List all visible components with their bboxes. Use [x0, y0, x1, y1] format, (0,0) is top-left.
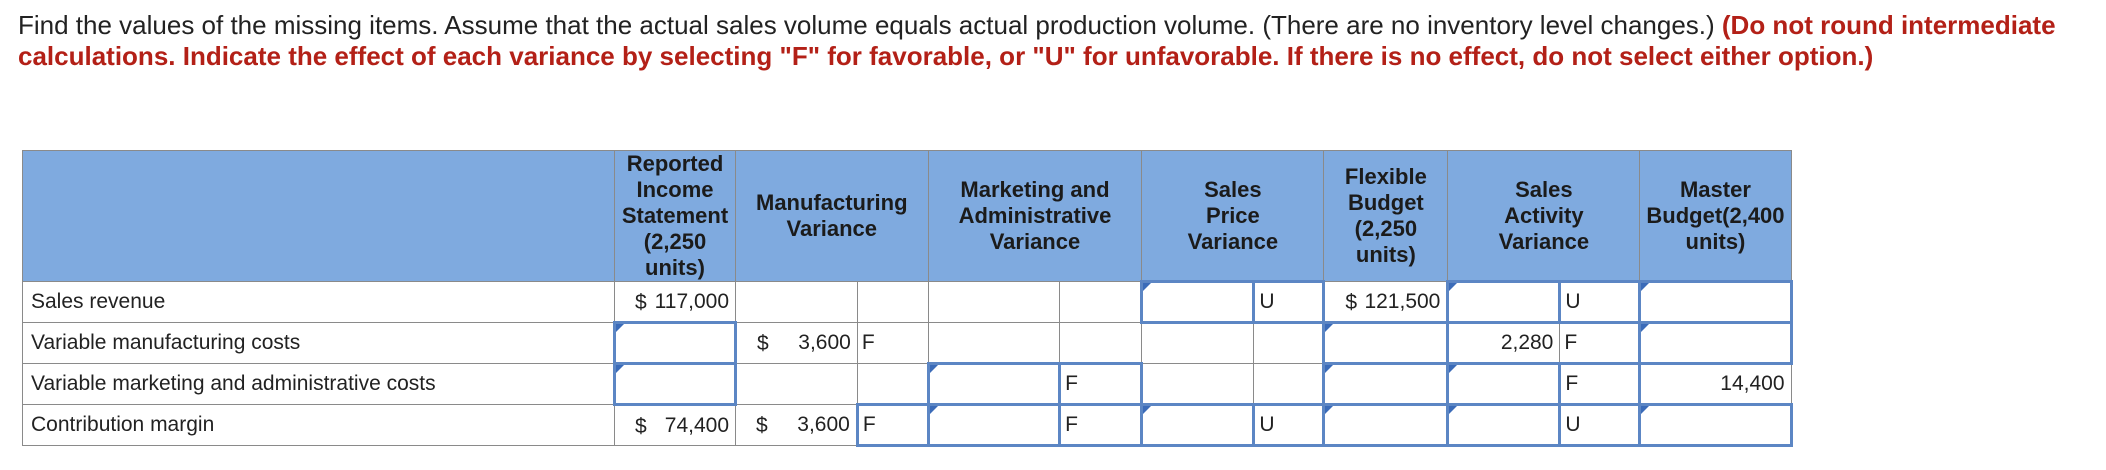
- header-sales-price: Sales Price Variance: [1141, 150, 1325, 282]
- activity-input[interactable]: [1446, 403, 1562, 447]
- price-input[interactable]: [1140, 280, 1256, 324]
- price-input[interactable]: [1140, 403, 1256, 447]
- header-manufacturing: Manufacturing Variance: [735, 150, 929, 282]
- mfg-fu-select[interactable]: F: [855, 403, 930, 447]
- mkt-fu-select[interactable]: F: [1058, 362, 1144, 406]
- header-reported: Reported Income Statement (2,250 units): [614, 150, 736, 282]
- activity-fu-select[interactable]: U: [1558, 280, 1642, 324]
- master-input[interactable]: [1638, 403, 1793, 447]
- dollar-sign: $: [635, 291, 647, 314]
- flex-cell: $121,500: [1323, 281, 1449, 323]
- row-label: Variable manufacturing costs: [22, 322, 615, 364]
- price-fu-cell: [1253, 322, 1325, 364]
- reported-cell: $74,400: [614, 404, 736, 446]
- reported-value: 117,000: [654, 289, 729, 313]
- activity-value-cell: 2,280: [1447, 322, 1561, 364]
- header-marketing: Marketing and Administrative Variance: [927, 150, 1143, 282]
- reported-input[interactable]: [613, 321, 737, 365]
- price-fu-select[interactable]: U: [1252, 403, 1326, 447]
- mfg-value-cell: $3,600: [735, 322, 858, 364]
- price-fu-cell: [1253, 363, 1325, 405]
- mfg-value-cell: $3,600: [735, 404, 858, 446]
- header-blank: [22, 150, 615, 282]
- mkt-fu-cell: [1059, 281, 1143, 323]
- mkt-value-cell: [927, 322, 1061, 364]
- instructions: Find the values of the missing items. As…: [18, 10, 2078, 72]
- activity-fu-select[interactable]: U: [1558, 403, 1642, 447]
- instructions-text: Find the values of the missing items. As…: [18, 10, 1722, 40]
- row-label: Sales revenue: [22, 281, 615, 323]
- flex-input[interactable]: [1322, 403, 1450, 447]
- activity-fu-cell: F: [1559, 322, 1641, 364]
- table-row: Contribution margin $74,400 $3,600 F F U…: [22, 403, 1793, 447]
- price-value-cell: [1141, 363, 1255, 405]
- mfg-fu-cell: [856, 281, 929, 323]
- table-row: Variable manufacturing costs $3,600 F 2,…: [22, 321, 1793, 365]
- header-flexible: Flexible Budget (2,250 units): [1323, 150, 1449, 282]
- flex-input[interactable]: [1322, 362, 1450, 406]
- master-input[interactable]: [1638, 321, 1793, 365]
- price-value-cell: [1141, 322, 1255, 364]
- instructions-emphasis: (Do not round intermediate calculations.…: [18, 10, 2056, 71]
- mkt-input[interactable]: [926, 403, 1062, 447]
- master-input[interactable]: [1638, 280, 1793, 324]
- row-label: Contribution margin: [22, 404, 615, 446]
- mkt-value-cell: [927, 281, 1061, 323]
- mfg-fu-cell: [856, 363, 929, 405]
- mkt-fu-select[interactable]: F: [1058, 403, 1144, 447]
- activity-input[interactable]: [1446, 362, 1562, 406]
- table-header-row: Reported Income Statement (2,250 units) …: [22, 150, 1792, 282]
- activity-input[interactable]: [1446, 280, 1562, 324]
- mfg-value-cell: [735, 363, 858, 405]
- mkt-input[interactable]: [926, 362, 1062, 406]
- mkt-fu-cell: [1059, 322, 1143, 364]
- header-master: Master Budget(2,400 units): [1639, 150, 1792, 282]
- header-sales-activity: Sales Activity Variance: [1447, 150, 1641, 282]
- table-row: Sales revenue $117,000 U $121,500 U: [22, 280, 1793, 324]
- mfg-value-cell: [735, 281, 858, 323]
- flex-input[interactable]: [1322, 321, 1450, 365]
- row-label: Variable marketing and administrative co…: [22, 363, 615, 405]
- price-fu-select[interactable]: U: [1252, 280, 1326, 324]
- mfg-fu-cell: F: [856, 322, 929, 364]
- reported-input[interactable]: [613, 362, 737, 406]
- variance-table: Reported Income Statement (2,250 units) …: [22, 150, 1793, 447]
- master-value-cell: 14,400: [1639, 363, 1792, 405]
- activity-fu-select[interactable]: F: [1558, 362, 1642, 406]
- table-row: Variable marketing and administrative co…: [22, 362, 1792, 406]
- reported-cell: $117,000: [614, 281, 736, 323]
